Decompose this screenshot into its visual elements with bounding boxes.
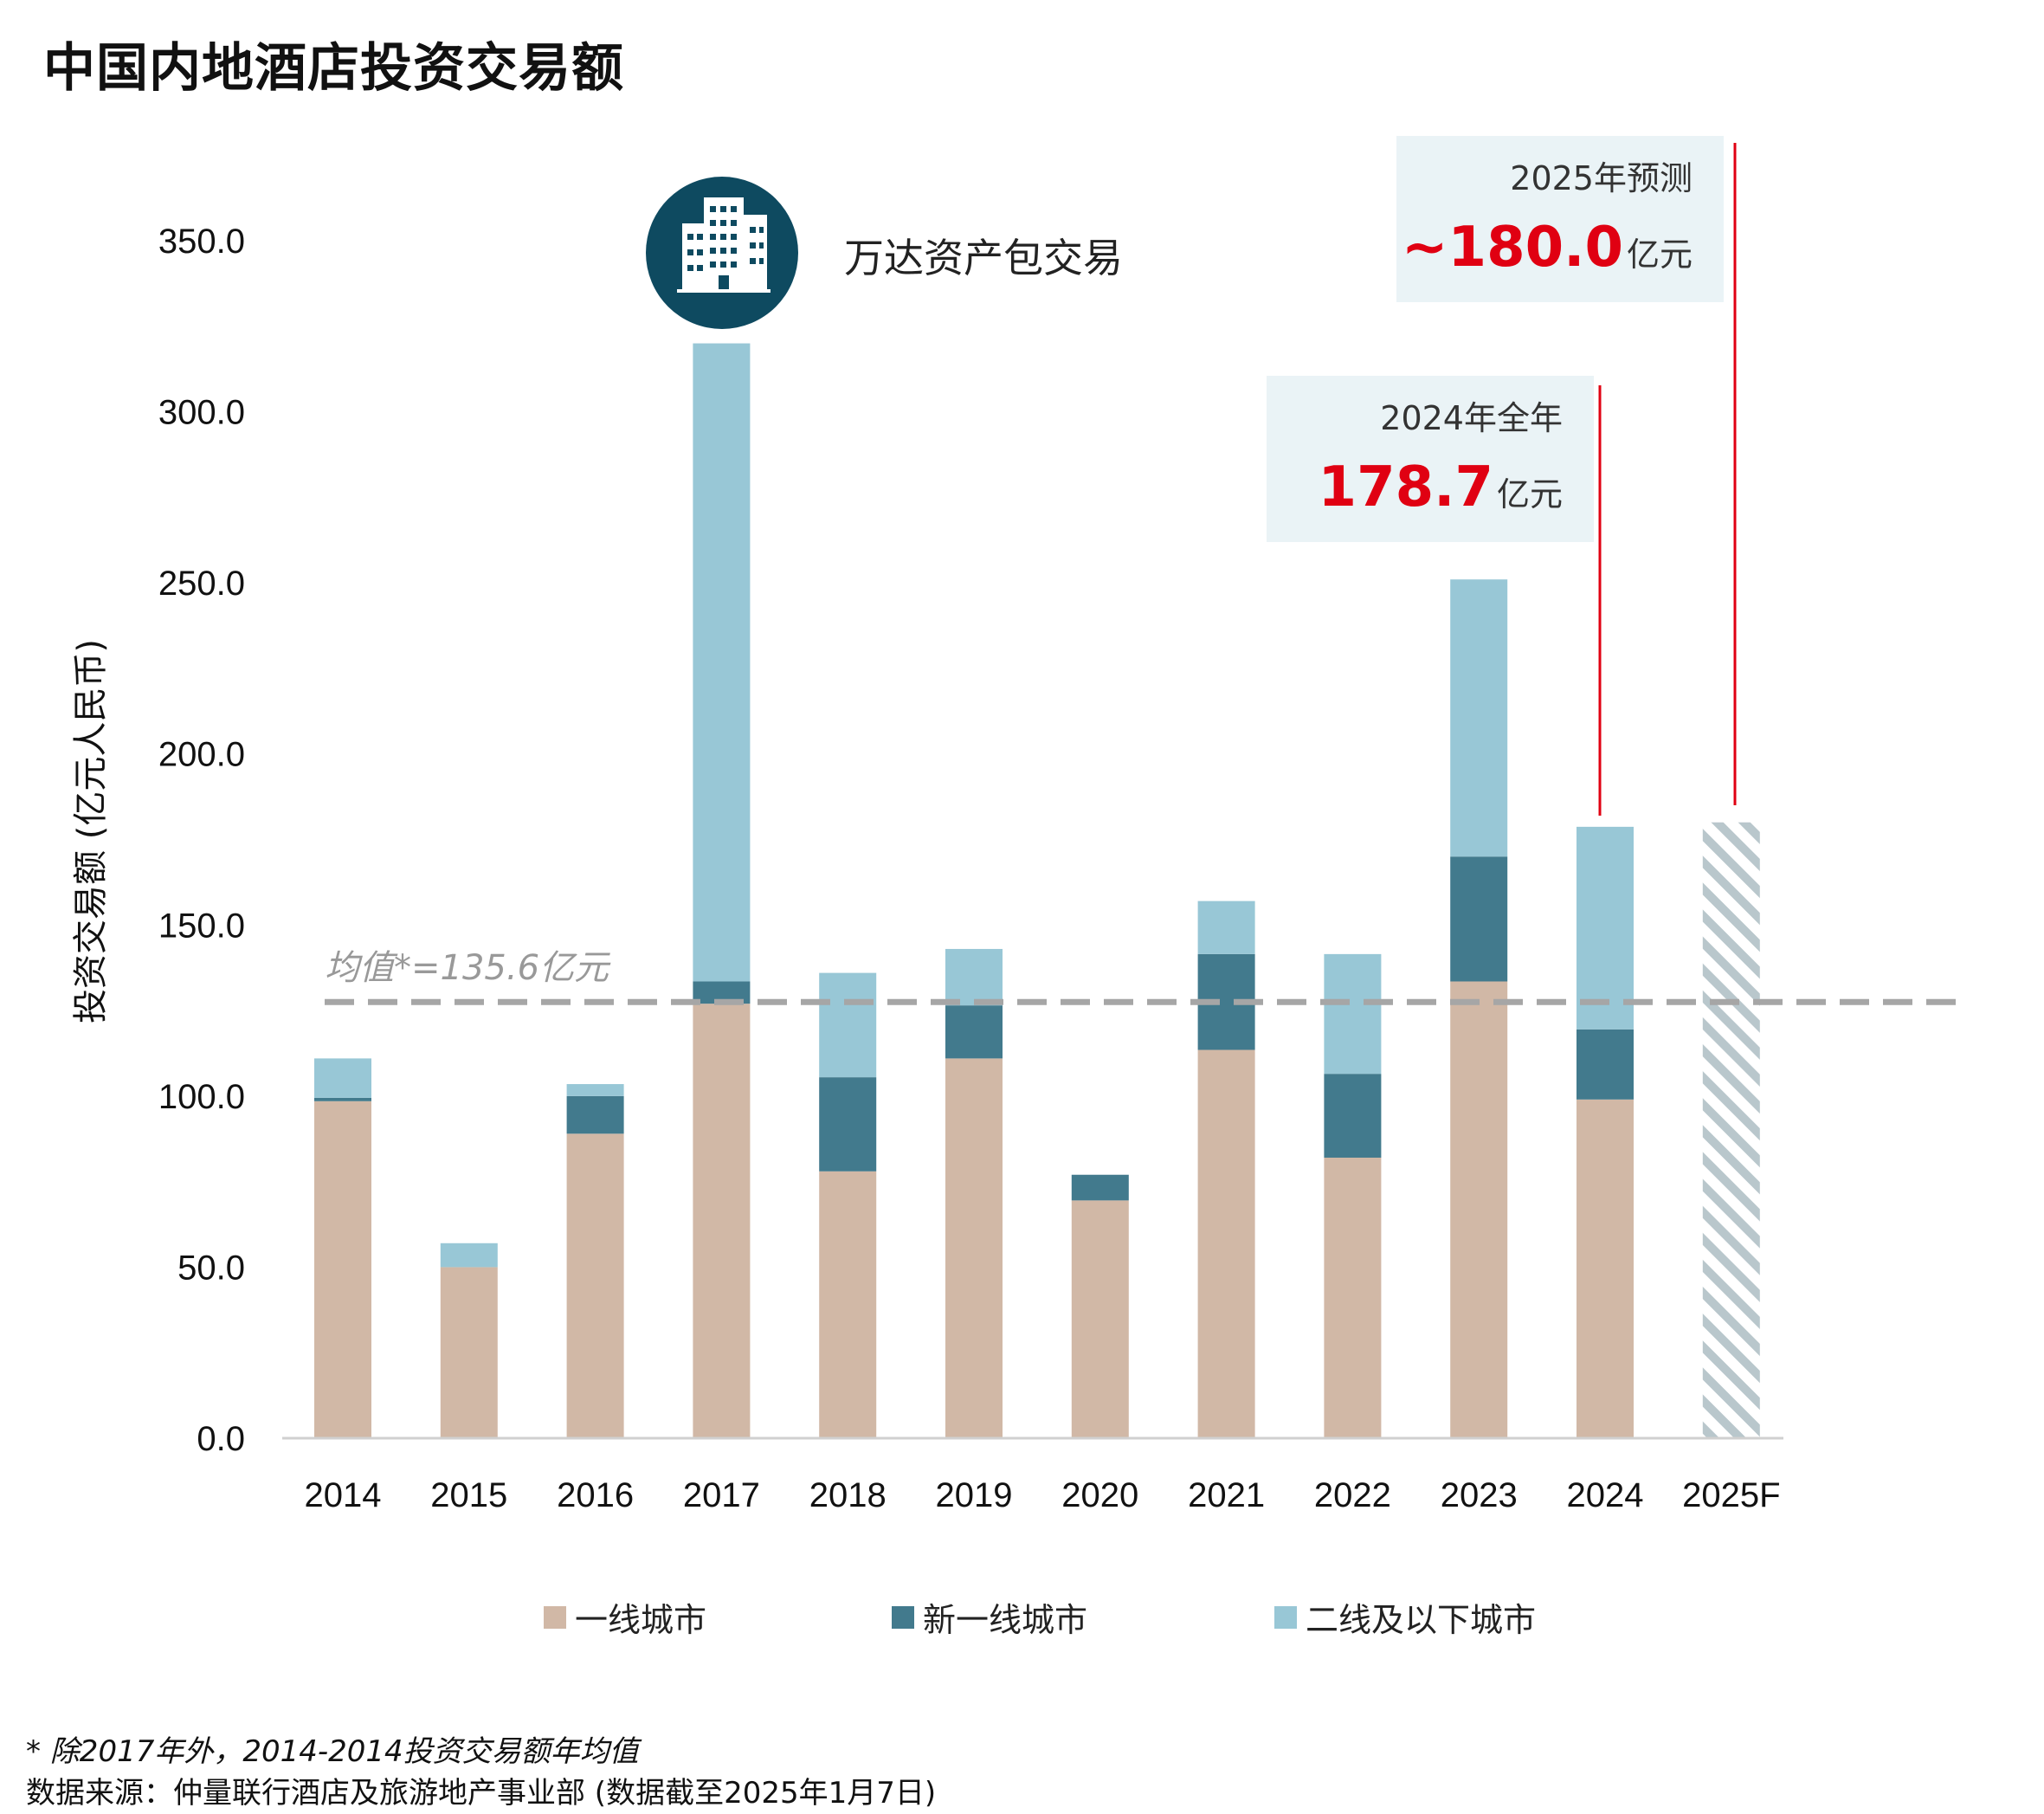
legend-item-tier1: 一线城市 (544, 1593, 706, 1641)
x-tick-label-2018: 2018 (809, 1476, 887, 1514)
y-tick-label: 100.0 (158, 1078, 245, 1116)
callout-2025: 2025年预测 ~180.0 亿元 (1396, 136, 1724, 302)
bar-tier2-2023 (1450, 579, 1508, 857)
y-tick-label: 50.0 (177, 1249, 245, 1287)
bar-new-tier1-2023 (1450, 856, 1508, 982)
callout-2024-unit: 亿元 (1496, 475, 1563, 513)
legend-label-new-tier1: 新一线城市 (923, 1601, 1088, 1639)
bar-tier2-2014 (314, 1058, 371, 1098)
y-tick-label: 0.0 (197, 1420, 245, 1458)
callout-2025-value: ~180.0 (1401, 216, 1623, 280)
x-tick-label-2020: 2020 (1061, 1476, 1138, 1514)
bar-new-tier1-2022 (1324, 1074, 1382, 1158)
bar-tier1-2020 (1071, 1200, 1129, 1438)
x-tick-label-2021: 2021 (1188, 1476, 1265, 1514)
bar-tier2-2022 (1324, 953, 1382, 1075)
bar-tier1-2022 (1324, 1157, 1382, 1438)
callout-2025-head: 2025年预测 (1510, 159, 1693, 197)
y-tick-label: 150.0 (158, 907, 245, 945)
bars-group (314, 343, 1760, 1438)
y-tick-label: 350.0 (158, 223, 245, 261)
callout-2024-head: 2024年全年 (1380, 399, 1563, 437)
wanda-annotation: 万达资产包交易 (844, 235, 1123, 281)
x-tick-label-2016: 2016 (557, 1476, 634, 1514)
bar-new-tier1-2014 (314, 1097, 371, 1101)
y-tick-label: 200.0 (158, 736, 245, 774)
bar-new-tier1-2020 (1071, 1174, 1129, 1201)
callout-2024-value: 178.7 (1318, 455, 1493, 520)
x-tick-label-2023: 2023 (1441, 1476, 1518, 1514)
building-icon (646, 177, 798, 329)
average-label: 均值*=135.6亿元 (325, 948, 611, 988)
x-tick-label-2024: 2024 (1567, 1476, 1644, 1514)
bar-tier1-2017 (693, 1004, 751, 1438)
bar-tier1-2016 (566, 1133, 624, 1438)
legend-swatch-tier1 (544, 1605, 566, 1629)
bar-tier2-2017 (693, 343, 751, 982)
legend-swatch-tier2 (1274, 1605, 1297, 1629)
y-axis: 0.0 50.0 100.0 150.0 200.0 250.0 300.0 350.0 (158, 223, 245, 1458)
legend-label-tier2: 二线及以下城市 (1306, 1601, 1537, 1639)
bar-tier1-2019 (945, 1058, 1003, 1438)
bar-tier1-2018 (819, 1171, 877, 1438)
bar-tier1-2014 (314, 1101, 371, 1438)
legend-swatch-new-tier1 (892, 1605, 914, 1629)
y-axis-title: 投资交易额 (亿元人民币) (71, 639, 111, 1023)
x-tick-label-2015: 2015 (430, 1476, 507, 1514)
bar-new-tier1-2018 (819, 1077, 877, 1172)
bar-new-tier1-2019 (945, 1005, 1003, 1059)
legend-label-tier1: 一线城市 (575, 1601, 707, 1639)
bar-forecast-2025F (1702, 822, 1760, 1438)
legend-item-new-tier1: 新一线城市 (892, 1593, 1087, 1641)
data-source: 数据来源：仲量联行酒店及旅游地产事业部 (数据截至2025年1月7日) (26, 1776, 937, 1811)
bar-tier1-2015 (440, 1267, 498, 1438)
callout-2025-unit: 亿元 (1626, 236, 1693, 274)
x-tick-label-2019: 2019 (936, 1476, 1013, 1514)
y-tick-label: 250.0 (158, 565, 245, 603)
x-tick-label-2017: 2017 (683, 1476, 760, 1514)
footnote: * 除2017年外，2014-2014投资交易额年均值 (26, 1734, 639, 1769)
bar-new-tier1-2016 (566, 1095, 624, 1134)
bar-tier2-2021 (1197, 901, 1255, 954)
callout-2024: 2024年全年 178.7 亿元 (1267, 376, 1594, 542)
x-tick-label-2025F: 2025F (1682, 1476, 1780, 1514)
chart-title: 中国内地酒店投资交易额 (43, 38, 624, 99)
bar-new-tier1-2024 (1577, 1029, 1634, 1100)
y-tick-label: 300.0 (158, 394, 245, 432)
bar-tier1-2023 (1450, 981, 1508, 1438)
bar-tier2-2016 (566, 1084, 624, 1096)
bar-tier2-2015 (440, 1243, 498, 1268)
x-tick-label-2014: 2014 (305, 1476, 382, 1514)
bar-tier2-2019 (945, 948, 1003, 1006)
bar-tier2-2024 (1577, 826, 1634, 1030)
bar-tier1-2024 (1577, 1099, 1634, 1438)
x-tick-label-2022: 2022 (1314, 1476, 1391, 1514)
bar-tier1-2021 (1197, 1049, 1255, 1438)
legend-item-tier2: 二线及以下城市 (1274, 1593, 1536, 1641)
bar-tier2-2018 (819, 972, 877, 1078)
x-axis: 2014 2015 2016 2017 2018 2019 2020 2021 2022 2023… (305, 1476, 1781, 1514)
